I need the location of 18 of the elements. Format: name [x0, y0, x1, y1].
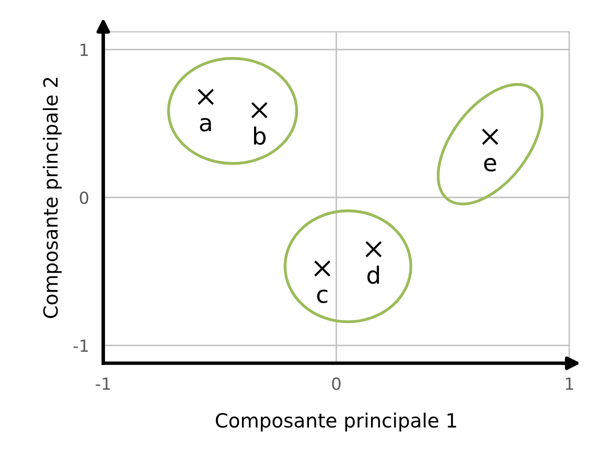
- annotation: b: [254, 126, 266, 145]
- x-tick-label: -1: [96, 378, 110, 390]
- annotation: d: [367, 266, 379, 284]
- y-tick-label: 0: [80, 191, 88, 204]
- annotation: e: [484, 158, 496, 172]
- point: [314, 260, 331, 277]
- y-tick-label: -1: [74, 340, 88, 352]
- point: [197, 88, 214, 106]
- y-axis-title: Composante principale 2: [42, 78, 62, 318]
- x-axis-title: Composante principale 1: [216, 412, 456, 432]
- point: [482, 128, 498, 146]
- annotation: a: [200, 118, 211, 132]
- annotation: c: [317, 290, 328, 304]
- x-tick-label: 1: [566, 378, 574, 390]
- y-tick-label: 1: [80, 44, 88, 56]
- x-tick-label: 0: [332, 377, 340, 390]
- point: [365, 240, 382, 258]
- point: [251, 102, 268, 119]
